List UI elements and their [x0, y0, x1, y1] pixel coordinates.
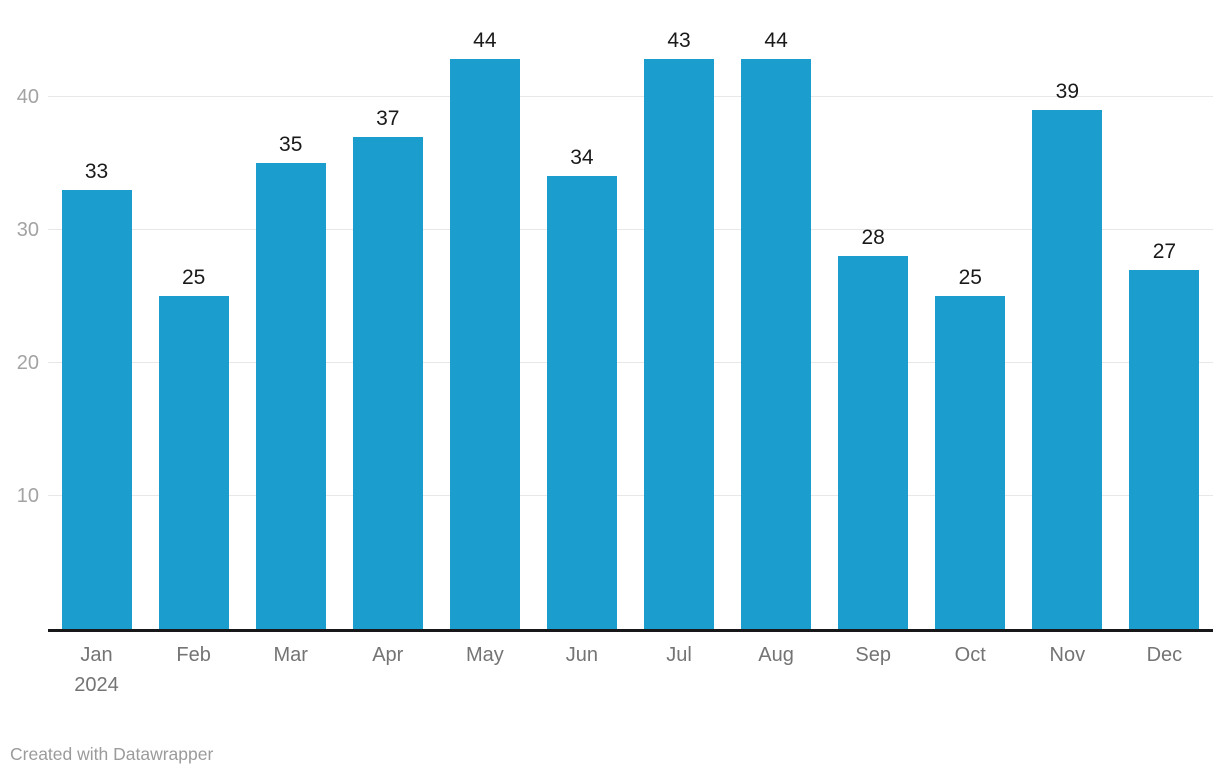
plot-area: 33 25 35 37 44 34 43 44 28 25 39 27 10 20 30 40 [17, 30, 1213, 629]
bar-value-label-nov: 39 [1055, 79, 1079, 103]
bar-nov[interactable] [1032, 109, 1103, 629]
bars-container: 33 25 35 37 44 34 43 44 28 25 39 27 [48, 30, 1213, 629]
bar-may[interactable] [449, 59, 520, 629]
y-tick-label-10: 10 [16, 484, 39, 507]
bar-value-label-oct: 25 [958, 266, 982, 290]
x-tick-month-dec: Dec [1146, 644, 1183, 666]
x-tick-month-jun: Jun [565, 644, 599, 666]
x-tick-label-aug: Aug [728, 640, 825, 700]
x-tick-month-jul: Jul [666, 644, 692, 666]
bar-group-may: 44 [436, 30, 533, 629]
bar-dec[interactable] [1129, 269, 1200, 629]
x-tick-label-oct: Oct [922, 640, 1019, 700]
gridline-40 [48, 95, 1213, 97]
bar-group-apr: 37 [339, 30, 436, 629]
bar-group-jun: 34 [533, 30, 630, 629]
bar-group-aug: 44 [728, 30, 825, 629]
bar-value-label-may: 44 [473, 29, 497, 52]
bar-value-label-aug: 44 [764, 29, 788, 52]
x-tick-label-jun: Jun [533, 640, 630, 700]
gridline-30 [48, 228, 1213, 230]
x-tick-month-mar: Mar [273, 644, 308, 666]
bar-value-label-jun: 34 [570, 146, 594, 170]
bar-apr[interactable] [352, 136, 423, 629]
x-tick-label-mar: Mar [242, 640, 339, 700]
x-tick-month-nov: Nov [1049, 644, 1086, 666]
x-tick-month-apr: Apr [372, 644, 404, 666]
bar-group-jul: 43 [630, 30, 727, 629]
bar-oct[interactable] [935, 296, 1006, 629]
bar-jan[interactable] [61, 189, 132, 629]
x-tick-label-nov: Nov [1019, 640, 1116, 700]
y-tick-label-30: 30 [16, 218, 39, 241]
bar-jul[interactable] [644, 59, 714, 629]
bar-value-label-feb: 25 [181, 266, 206, 290]
bar-jun[interactable] [546, 176, 617, 629]
x-tick-month-sep: Sep [855, 644, 891, 666]
bar-value-label-apr: 37 [376, 106, 400, 130]
bar-value-label-sep: 28 [861, 226, 885, 250]
x-axis-labels: Jan 2024 Feb Mar Apr May Jun Jul Aug Sep Oct Nov Dec [48, 640, 1213, 700]
bar-value-label-jan: 33 [84, 159, 109, 183]
x-tick-label-feb: Feb [145, 640, 242, 700]
bar-value-label-dec: 27 [1152, 239, 1177, 263]
bar-group-dec: 27 [1116, 30, 1213, 629]
x-tick-label-jul: Jul [630, 640, 727, 700]
x-tick-month-jan: Jan [80, 644, 113, 666]
x-tick-label-jan: Jan 2024 [48, 640, 145, 700]
bar-group-sep: 28 [825, 30, 922, 629]
bar-sep[interactable] [838, 256, 909, 629]
gridline-20 [48, 361, 1213, 363]
x-tick-month-may: May [465, 644, 504, 666]
x-axis-year-label: 2024 [74, 674, 119, 696]
y-tick-label-40: 40 [16, 85, 39, 108]
x-tick-label-sep: Sep [825, 640, 922, 700]
bar-aug[interactable] [741, 59, 812, 629]
bar-value-label-mar: 35 [279, 133, 303, 157]
bar-group-jan: 33 [48, 30, 145, 629]
gridline-10 [48, 494, 1213, 496]
datawrapper-credit-link[interactable]: Created with Datawrapper [10, 744, 214, 764]
bar-group-nov: 39 [1019, 30, 1116, 629]
x-tick-label-apr: Apr [339, 640, 436, 700]
x-tick-label-may: May [436, 640, 533, 700]
bar-group-oct: 25 [922, 30, 1019, 629]
bar-mar[interactable] [255, 163, 326, 629]
bar-value-label-jul: 43 [667, 29, 691, 52]
bar-feb[interactable] [158, 296, 229, 629]
x-axis-line [48, 629, 1213, 632]
bar-group-mar: 35 [242, 30, 339, 629]
bar-group-feb: 25 [145, 30, 242, 629]
y-tick-label-20: 20 [16, 351, 39, 374]
x-tick-month-oct: Oct [954, 644, 986, 666]
x-tick-label-dec: Dec [1116, 640, 1213, 700]
x-tick-month-feb: Feb [176, 644, 211, 666]
x-tick-month-aug: Aug [758, 644, 794, 666]
